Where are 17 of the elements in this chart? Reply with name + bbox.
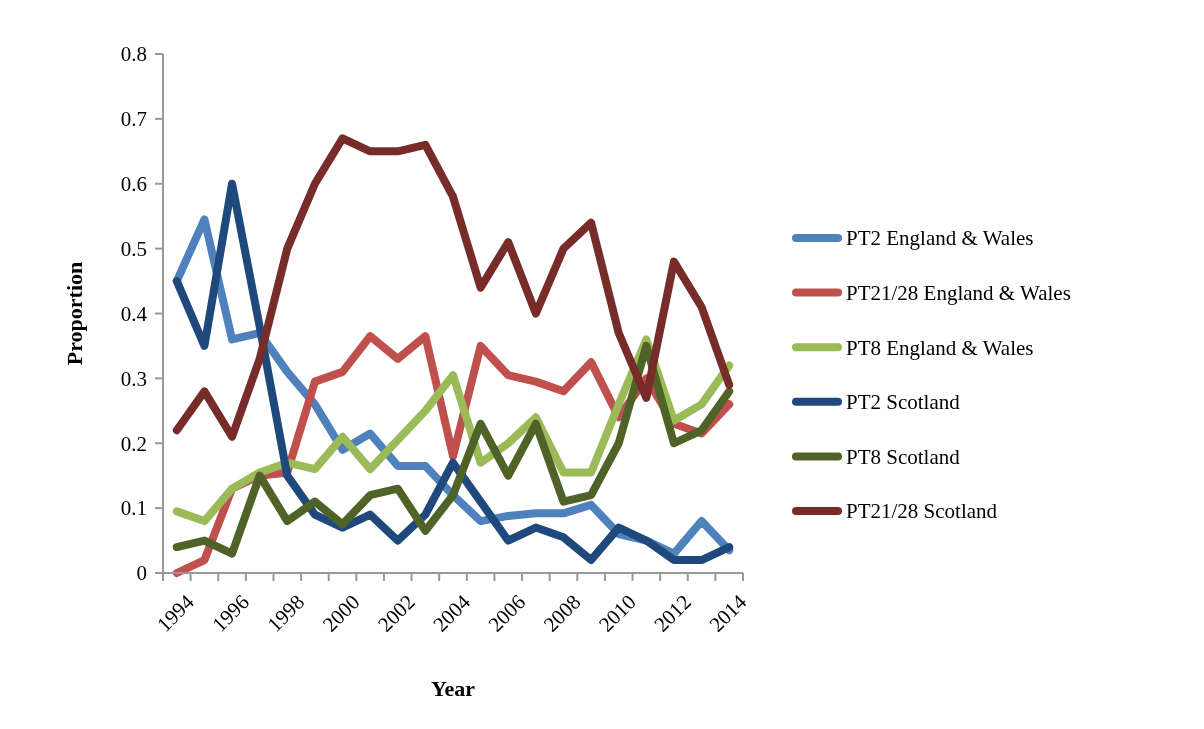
legend-label: PT21/28 England & Wales <box>846 280 1071 305</box>
y-tick-label: 0.1 <box>120 496 147 521</box>
y-tick-label: 0.7 <box>120 107 147 132</box>
legend-label: PT2 Scotland <box>846 390 961 415</box>
y-tick-label: 0.5 <box>120 236 147 261</box>
x-axis-title: Year <box>431 676 476 701</box>
legend-label: PT2 England & Wales <box>846 226 1034 251</box>
legend-label: PT21/28 Scotland <box>846 499 998 524</box>
legend-label: PT8 Scotland <box>846 444 961 469</box>
y-tick-label: 0.8 <box>120 42 147 67</box>
y-tick-label: 0.3 <box>120 366 147 391</box>
y-tick-label: 0.2 <box>120 431 147 456</box>
y-tick-label: 0.6 <box>120 172 147 197</box>
legend-label: PT8 England & Wales <box>846 335 1034 360</box>
y-tick-label: 0.4 <box>120 301 148 326</box>
y-tick-label: 0 <box>136 561 147 586</box>
y-axis-title: Proportion <box>62 261 87 366</box>
